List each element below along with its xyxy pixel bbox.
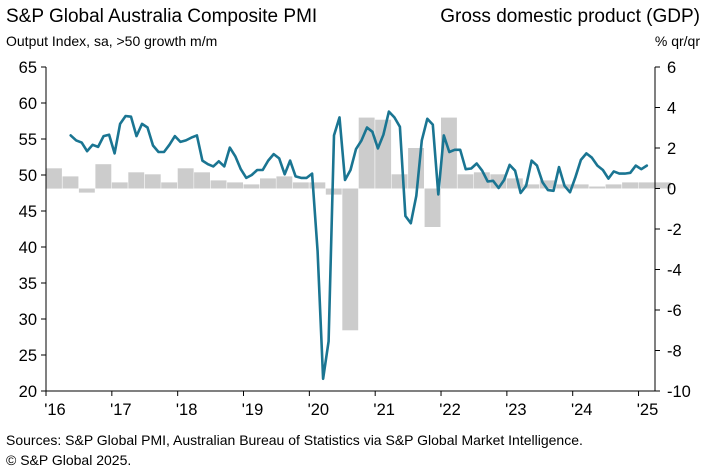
gdp-bar — [144, 174, 161, 189]
x-tick-label: '21 — [373, 401, 395, 419]
chart-subtitle: Output Index, sa, >50 growth m/m — [6, 33, 218, 49]
x-tick-label: '20 — [308, 401, 330, 419]
gdp-bar — [342, 188, 359, 331]
gdp-bar — [46, 168, 62, 189]
left-tick-label: 55 — [19, 131, 37, 149]
gdp-bar — [309, 182, 326, 189]
gdp-bar — [638, 182, 655, 189]
chart-title: S&P Global Australia Composite PMI — [6, 6, 318, 27]
left-tick-label: 60 — [19, 95, 37, 113]
right-axis-title: Gross domestic product (GDP) — [440, 6, 700, 27]
left-tick-label: 40 — [19, 239, 37, 257]
gdp-bar — [78, 188, 95, 193]
gdp-bar — [539, 180, 556, 189]
right-tick-label: 2 — [667, 140, 676, 158]
left-tick-label: 50 — [19, 167, 37, 185]
gdp-bar — [128, 172, 145, 189]
x-tick-label: '17 — [110, 401, 132, 419]
x-tick-label: '25 — [637, 401, 659, 419]
gdp-bar — [260, 178, 276, 189]
gdp-bar — [177, 168, 194, 189]
gdp-bar — [523, 184, 540, 189]
gdp-bar — [605, 184, 622, 189]
left-tick-label: 35 — [19, 275, 37, 293]
copyright-note: © S&P Global 2025. — [6, 452, 132, 468]
left-tick-label: 45 — [19, 203, 37, 221]
right-tick-label: -4 — [667, 262, 682, 280]
gdp-bar — [457, 174, 474, 189]
right-tick-label: 0 — [667, 181, 676, 199]
gdp-bar — [227, 182, 243, 189]
tick-labels: 656055504540353025206420-2-4-6-8-10'16'1… — [19, 59, 691, 419]
left-tick-label: 65 — [19, 59, 37, 77]
gdp-bar — [161, 182, 178, 189]
gdp-bar — [391, 174, 408, 189]
gdp-bar — [292, 182, 309, 189]
gdp-bar — [62, 176, 79, 189]
gdp-bar — [589, 186, 606, 189]
left-tick-label: 20 — [19, 383, 37, 401]
gdp-bars — [46, 117, 671, 331]
gdp-bar — [506, 178, 523, 189]
x-tick-label: '19 — [242, 401, 264, 419]
gdp-bar — [490, 174, 507, 189]
chart-axes — [41, 66, 660, 396]
x-tick-label: '16 — [44, 401, 66, 419]
x-tick-label: '24 — [571, 401, 593, 419]
gdp-bar — [194, 172, 210, 189]
gdp-bar — [243, 184, 260, 189]
x-tick-label: '23 — [505, 401, 527, 419]
right-tick-label: -8 — [667, 343, 682, 361]
left-tick-label: 25 — [19, 347, 37, 365]
gdp-bar — [424, 188, 441, 227]
pmi-line — [69, 110, 649, 381]
right-tick-label: 4 — [667, 100, 676, 118]
gdp-bar — [375, 119, 392, 189]
right-tick-label: -2 — [667, 221, 682, 239]
left-tick-label: 30 — [19, 311, 37, 329]
chart-plot: 656055504540353025206420-2-4-6-8-10'16'1… — [19, 59, 691, 419]
pmi-line-group — [69, 110, 649, 381]
x-tick-label: '22 — [439, 401, 461, 419]
x-tick-label: '18 — [176, 401, 198, 419]
gdp-bar — [111, 182, 128, 189]
gdp-bar — [210, 180, 227, 189]
gdp-bar — [655, 182, 671, 189]
gdp-bar — [622, 182, 638, 189]
gdp-bar — [95, 164, 112, 189]
source-note: Sources: S&P Global PMI, Australian Bure… — [6, 432, 583, 448]
right-tick-label: 6 — [667, 59, 676, 77]
right-tick-label: -6 — [667, 302, 682, 320]
gdp-bar — [276, 176, 293, 189]
gdp-bar — [572, 184, 589, 189]
right-axis-subtitle: % qr/qr — [654, 33, 700, 49]
right-tick-label: -10 — [667, 383, 691, 401]
